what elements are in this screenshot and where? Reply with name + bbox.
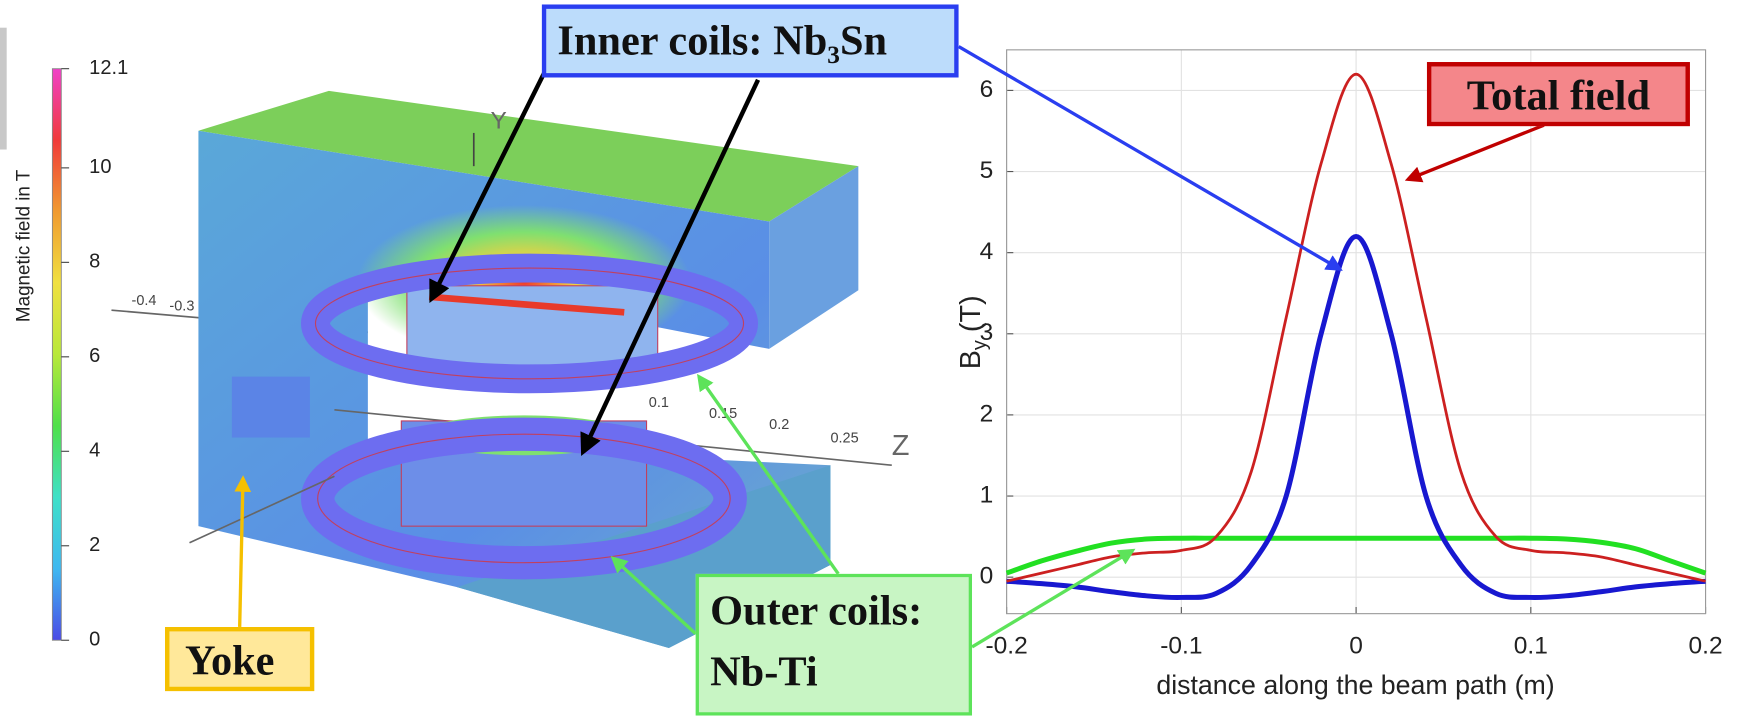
y-tick-label: 4 bbox=[980, 238, 994, 265]
colorbar-tick-label: 8 bbox=[89, 251, 100, 273]
y-tick-label: 6 bbox=[980, 76, 994, 103]
annotation-box: Outer coils: Nb-Ti bbox=[696, 574, 972, 716]
axis-3d-label: -0.3 bbox=[169, 299, 194, 315]
annotation-box: Total field bbox=[1427, 62, 1690, 126]
y-tick-label: 1 bbox=[980, 482, 994, 509]
y-axis-label-part: B bbox=[955, 350, 987, 369]
axis-3d-label: Z bbox=[892, 430, 910, 462]
colorbar: Magnetic field in T 0 2 4 6 8 10 12.1 bbox=[13, 57, 128, 650]
colorbar-tick-label: 12.1 bbox=[89, 57, 128, 79]
x-axis-label: distance along the beam path (m) bbox=[1156, 670, 1554, 700]
yoke-patch bbox=[232, 377, 310, 438]
axis-3d-label: 0.2 bbox=[769, 417, 789, 433]
colorbar-tick-label: 4 bbox=[89, 440, 100, 462]
figure: Y Z -0.4 -0.3 0.1 0.15 0.2 0.25 Magnetic… bbox=[0, 0, 1739, 720]
axis-3d-label: 0.1 bbox=[649, 395, 669, 411]
axis-3d-label: -0.4 bbox=[132, 293, 157, 309]
annotation-box: Yoke bbox=[165, 627, 314, 691]
colorbar-tick-label: 0 bbox=[89, 629, 100, 651]
annotation-total: Total field bbox=[1427, 62, 1690, 126]
edge-bar bbox=[0, 28, 7, 150]
colorbar-label: Magnetic field in T bbox=[13, 169, 34, 322]
x-tick-label: -0.1 bbox=[1160, 632, 1202, 659]
y-tick-label: 5 bbox=[980, 157, 994, 184]
colorbar-tick-label: 2 bbox=[89, 534, 100, 556]
render-3d: Y Z -0.4 -0.3 0.1 0.15 0.2 0.25 bbox=[111, 91, 909, 648]
y-tick-label: 0 bbox=[980, 563, 994, 590]
colorbar-tick-label: 10 bbox=[89, 156, 111, 178]
x-tick-label: 0.1 bbox=[1514, 632, 1548, 659]
annotation-outer: Outer coils: Nb-Ti bbox=[696, 574, 972, 716]
x-tick-label: 0.2 bbox=[1689, 632, 1723, 659]
x-tick-label: 0 bbox=[1349, 632, 1363, 659]
colorbar-tick-label: 6 bbox=[89, 345, 100, 367]
page: Y Z -0.4 -0.3 0.1 0.15 0.2 0.25 Magnetic… bbox=[0, 0, 1739, 720]
annotation-box: Inner coils: Nb₃Sn bbox=[542, 4, 959, 77]
y-tick-label: 3 bbox=[980, 319, 994, 346]
annotation-inner: Inner coils: Nb₃Sn bbox=[542, 4, 959, 77]
axis-3d-label: 0.25 bbox=[830, 430, 858, 446]
annotation-yoke: Yoke bbox=[165, 627, 314, 691]
y-tick-label: 2 bbox=[980, 400, 994, 427]
axis-3d-label: Y bbox=[490, 107, 506, 134]
line-chart: By (T) distance along the beam path (m) … bbox=[955, 50, 1723, 700]
colorbar-scale bbox=[52, 69, 61, 641]
